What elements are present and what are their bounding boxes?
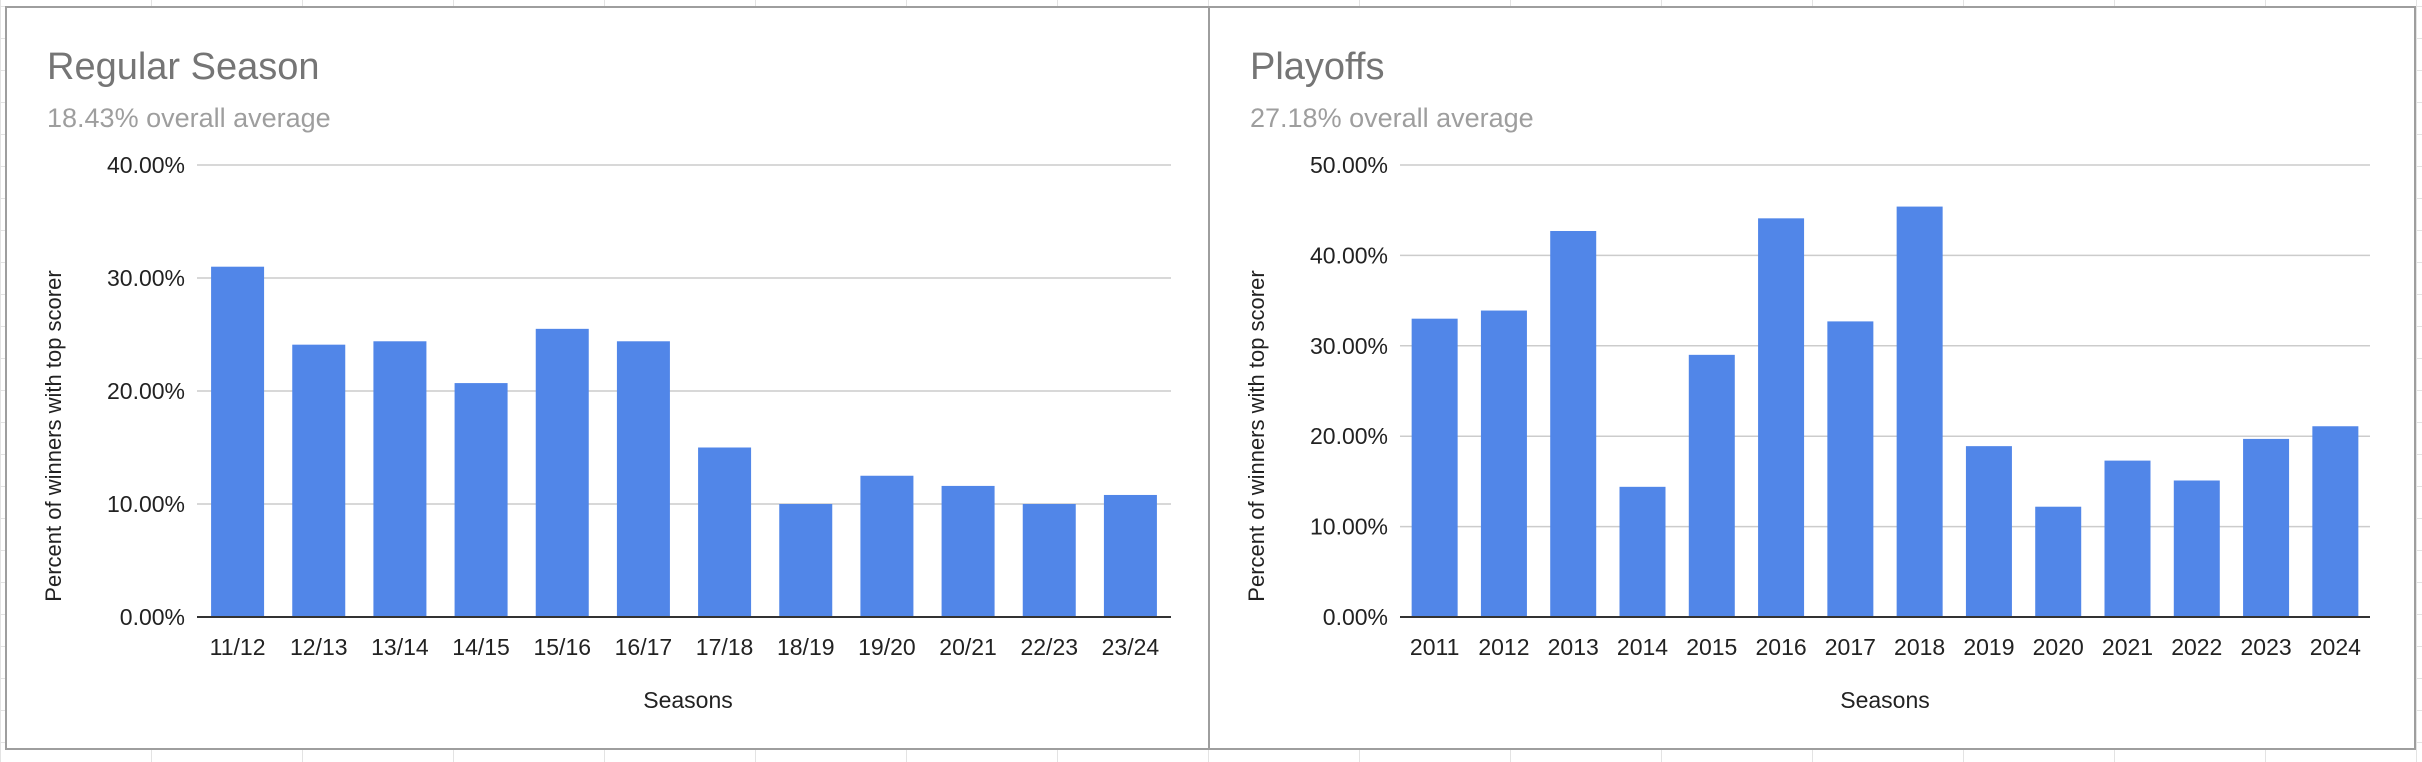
bar-2017[interactable] bbox=[1827, 321, 1874, 617]
x-tick-label: 20/21 bbox=[939, 634, 997, 660]
x-tick-label: 23/24 bbox=[1102, 634, 1160, 660]
bar-22-23[interactable] bbox=[1022, 504, 1076, 617]
bar-2015[interactable] bbox=[1688, 354, 1735, 617]
bar-17-18[interactable] bbox=[698, 447, 752, 618]
chart-subtitle: 27.18% overall average bbox=[1250, 103, 1534, 133]
chart-title: Playoffs bbox=[1250, 46, 1385, 88]
x-tick-label: 14/15 bbox=[452, 634, 510, 660]
bar-12-13[interactable] bbox=[292, 344, 346, 617]
bar-chart-plot: Percent of winners with top scorer Seaso… bbox=[41, 152, 1171, 713]
bar-2013[interactable] bbox=[1550, 230, 1597, 617]
y-axis-label: Percent of winners with top scorer bbox=[41, 270, 66, 601]
bar-18-19[interactable] bbox=[779, 504, 833, 617]
x-tick-label: 12/13 bbox=[290, 634, 348, 660]
bar-15-16[interactable] bbox=[535, 328, 589, 617]
bar-14-15[interactable] bbox=[454, 383, 508, 617]
x-tick-label: 2024 bbox=[2310, 634, 2361, 660]
x-tick-label: 17/18 bbox=[696, 634, 754, 660]
bar-19-20[interactable] bbox=[860, 475, 914, 617]
bar-2021[interactable] bbox=[2104, 460, 2151, 617]
x-tick-label: 16/17 bbox=[615, 634, 673, 660]
bar-23-24[interactable] bbox=[1103, 494, 1157, 617]
x-tick-label: 2023 bbox=[2240, 634, 2291, 660]
x-tick-label: 2011 bbox=[1410, 634, 1459, 660]
x-tick-label: 13/14 bbox=[371, 634, 429, 660]
y-tick-label: 40.00% bbox=[107, 152, 185, 178]
y-tick-label: 40.00% bbox=[1310, 242, 1388, 268]
x-axis-label: Seasons bbox=[1840, 687, 1930, 713]
chart-regular-season[interactable]: Regular Season 18.43% overall average Pe… bbox=[5, 6, 1210, 750]
y-tick-label: 30.00% bbox=[107, 265, 185, 291]
y-tick-label: 30.00% bbox=[1310, 333, 1388, 359]
x-tick-label: 2016 bbox=[1755, 634, 1806, 660]
x-tick-label: 2022 bbox=[2171, 634, 2222, 660]
y-tick-label: 10.00% bbox=[107, 491, 185, 517]
chart-title: Regular Season bbox=[47, 46, 320, 88]
y-axis-label: Percent of winners with top scorer bbox=[1244, 270, 1269, 601]
x-tick-label: 2012 bbox=[1478, 634, 1529, 660]
x-tick-label: 18/19 bbox=[777, 634, 835, 660]
bar-2019[interactable] bbox=[1965, 446, 2012, 617]
x-tick-label: 2015 bbox=[1686, 634, 1737, 660]
x-tick-label: 19/20 bbox=[858, 634, 916, 660]
bar-2020[interactable] bbox=[2035, 506, 2082, 617]
x-tick-label: 22/23 bbox=[1020, 634, 1078, 660]
x-tick-label: 15/16 bbox=[533, 634, 591, 660]
bar-2011[interactable] bbox=[1411, 318, 1458, 617]
x-tick-label: 11/12 bbox=[210, 634, 266, 660]
x-axis-label: Seasons bbox=[643, 687, 733, 713]
x-tick-label: 2019 bbox=[1963, 634, 2014, 660]
bar-16-17[interactable] bbox=[616, 341, 670, 617]
bar-2024[interactable] bbox=[2312, 426, 2359, 617]
y-tick-label: 0.00% bbox=[1323, 604, 1388, 630]
chart-playoffs[interactable]: Playoffs 27.18% overall average Percent … bbox=[1208, 6, 2416, 750]
y-tick-label: 0.00% bbox=[120, 604, 185, 630]
y-tick-label: 10.00% bbox=[1310, 514, 1388, 540]
bar-2018[interactable] bbox=[1896, 206, 1943, 618]
bar-chart-plot: Percent of winners with top scorer Seaso… bbox=[1244, 152, 2370, 713]
x-tick-label: 2014 bbox=[1617, 634, 1668, 660]
bar-2014[interactable] bbox=[1619, 486, 1666, 617]
x-tick-label: 2021 bbox=[2102, 634, 2153, 660]
bar-13-14[interactable] bbox=[373, 341, 427, 617]
y-tick-label: 20.00% bbox=[107, 378, 185, 404]
x-tick-label: 2013 bbox=[1548, 634, 1599, 660]
bar-2022[interactable] bbox=[2173, 480, 2220, 617]
bar-2023[interactable] bbox=[2243, 438, 2290, 617]
y-tick-label: 50.00% bbox=[1310, 152, 1388, 178]
y-tick-label: 20.00% bbox=[1310, 423, 1388, 449]
bar-20-21[interactable] bbox=[941, 485, 995, 617]
x-tick-label: 2017 bbox=[1825, 634, 1876, 660]
bar-2012[interactable] bbox=[1480, 310, 1527, 617]
bar-11-12[interactable] bbox=[211, 266, 265, 617]
x-tick-label: 2018 bbox=[1894, 634, 1945, 660]
bar-2016[interactable] bbox=[1758, 218, 1805, 617]
chart-subtitle: 18.43% overall average bbox=[47, 103, 331, 133]
x-tick-label: 2020 bbox=[2033, 634, 2084, 660]
